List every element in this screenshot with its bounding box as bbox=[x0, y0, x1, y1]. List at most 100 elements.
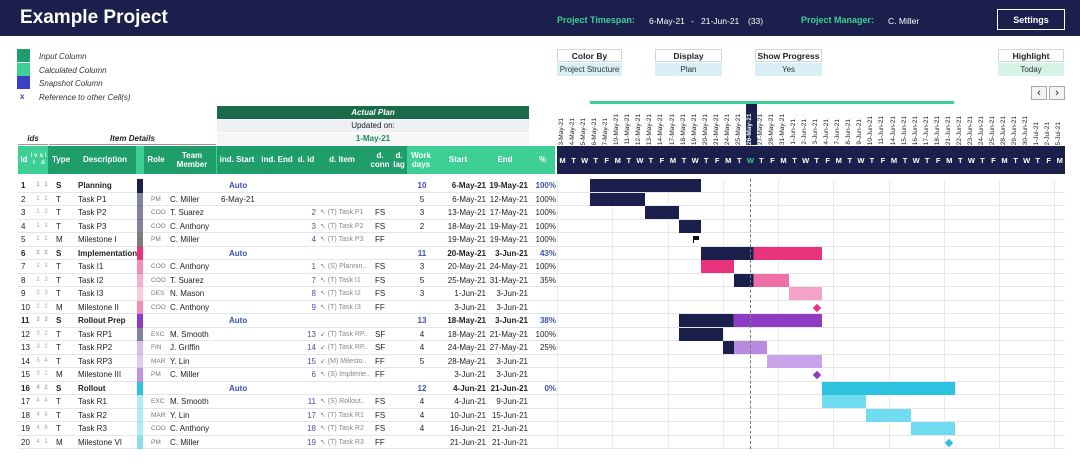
table-row[interactable]: 15 3 1 M Milestone III PM C. Miller 6 ↖ (S) Impl… bbox=[18, 368, 1064, 382]
scroll-right-button[interactable]: › bbox=[1049, 86, 1065, 100]
gantt-date-label: 26-May-21 bbox=[745, 103, 757, 145]
gantt-weekday-label: M bbox=[559, 155, 566, 165]
gantt-bar[interactable] bbox=[590, 192, 646, 206]
cell-type: T bbox=[56, 397, 61, 406]
cell-sid: 2 bbox=[44, 344, 48, 350]
gantt-bar[interactable] bbox=[910, 422, 955, 435]
color-by-select[interactable]: Project Structure bbox=[557, 63, 622, 76]
table-row[interactable]: 9 2 3 T Task I3 DES N. Mason 8 ↖ (T) Task I2 FS 3 1… bbox=[18, 287, 1064, 301]
row-color-strip bbox=[137, 273, 143, 287]
cell-d-lag bbox=[394, 233, 406, 247]
cell-lvl: 1 bbox=[36, 195, 40, 202]
milestone-flag-icon[interactable] bbox=[693, 236, 700, 243]
cell-percent: 100% bbox=[535, 262, 556, 271]
milestone-diamond-icon[interactable] bbox=[945, 438, 954, 447]
table-row[interactable]: 6 2 2 S Implementation Auto 11 20-May-21 3-Jun-2… bbox=[18, 246, 1064, 261]
highlight-select[interactable]: Today bbox=[998, 63, 1064, 76]
cell-type: S bbox=[56, 248, 62, 258]
cell-d-conn: FF bbox=[375, 370, 385, 379]
gantt-bar[interactable] bbox=[645, 206, 679, 219]
gantt-bar[interactable] bbox=[866, 408, 911, 422]
col-end: End bbox=[481, 146, 529, 174]
row-color-strip bbox=[137, 395, 143, 409]
gantt-week-separator bbox=[943, 179, 945, 449]
gantt-bar[interactable] bbox=[678, 219, 701, 233]
gantt-row-line bbox=[557, 353, 1065, 355]
cell-start: 28-May-21 bbox=[447, 356, 486, 366]
row-color-strip bbox=[137, 435, 143, 449]
gantt-weekday-label: T bbox=[924, 155, 930, 165]
gantt-weekday-label: F bbox=[604, 155, 609, 165]
table-row[interactable]: 18 4 6 T Task R2 MAR Y. Lin 17 ↖ (T) Task R1 FS 4 1… bbox=[18, 408, 1064, 423]
gantt-bar[interactable] bbox=[590, 179, 701, 192]
show-progress-select[interactable]: Yes bbox=[755, 63, 822, 76]
table-row[interactable]: 3 1 2 T Task P2 COO T. Suarez 2 ↖ (T) Task P1 FS 3… bbox=[18, 206, 1064, 220]
cell-description: Task RP3 bbox=[78, 356, 113, 366]
gantt-date-label: 1-Jun-21 bbox=[790, 119, 798, 145]
gantt-bar[interactable] bbox=[766, 354, 823, 368]
gantt-date-label: 21-Jun-21 bbox=[944, 115, 952, 145]
cell-d-lag bbox=[394, 220, 406, 234]
cell-id: 5 bbox=[21, 235, 26, 244]
cell-d-id: 17 bbox=[307, 410, 316, 420]
table-row[interactable]: 1 1 1 S Planning Auto 10 6-May-21 19-May-21 100% bbox=[18, 179, 1064, 193]
gantt-weekday-label: F bbox=[825, 155, 830, 165]
milestone-diamond-icon[interactable] bbox=[812, 303, 821, 312]
gantt-bar[interactable] bbox=[678, 327, 723, 341]
gantt-bar[interactable] bbox=[822, 395, 867, 408]
settings-button[interactable]: Settings bbox=[997, 9, 1065, 30]
cell-d-item bbox=[316, 193, 370, 207]
gantt-weekday-label: M bbox=[725, 155, 732, 165]
table-row[interactable]: 14 3 4 T Task RP3 MAR Y. Lin 15 ↙ (M) Milesto.. F… bbox=[18, 354, 1064, 369]
row-color-strip bbox=[137, 287, 143, 301]
table-row[interactable]: 4 1 3 T Task P3 COO C. Anthony 3 ↖ (T) Task P2 FS… bbox=[18, 219, 1064, 234]
cell-lvl: 4 bbox=[36, 425, 40, 431]
table-row[interactable]: 7 2 3 T Task I1 COO C. Anthony 1 ↖ (S) Plannin..… bbox=[18, 260, 1064, 274]
gantt-row-line bbox=[557, 326, 1065, 328]
table-row[interactable]: 16 4 2 S Rollout Auto 12 4-Jun-21 21-Jun-21 0% bbox=[18, 381, 1064, 396]
cell-d-id: 2 bbox=[311, 208, 316, 217]
cell-id: 14 bbox=[21, 356, 30, 366]
gantt-date-label: 6-May-21 bbox=[591, 117, 599, 145]
cell-end: 12-May-21 bbox=[489, 194, 528, 204]
table-row[interactable]: 20 4 1 M Milestone VI PM C. Miller 19 ↖ (T) Task… bbox=[18, 435, 1064, 450]
cell-start: 18-May-21 bbox=[447, 329, 486, 339]
cell-team-member: C. Miller bbox=[170, 235, 200, 244]
cell-ind-end bbox=[261, 341, 299, 355]
gantt-bar[interactable] bbox=[700, 260, 734, 273]
gantt-date-label: 7-May-21 bbox=[602, 117, 610, 145]
cell-ind-end bbox=[261, 409, 299, 423]
table-row[interactable]: 13 3 2 T Task RP2 FIN J. Griffin 14 ↙ (T) Task R… bbox=[18, 341, 1064, 355]
table-row[interactable]: 10 2 2 M Milestone II COO C. Anthony 9 ↖ (T) Tas… bbox=[18, 300, 1064, 314]
scroll-left-button[interactable]: ‹ bbox=[1031, 86, 1047, 100]
gantt-date-label: 27-May-21 bbox=[756, 113, 764, 145]
table-row[interactable]: 12 3 2 T Task RP1 EXC M. Smooth 13 ↙ (T) Task RP… bbox=[18, 327, 1064, 341]
cell-percent bbox=[532, 355, 556, 369]
table-row[interactable]: 11 3 3 S Rollout Prep Auto 13 18-May-21 3-Jun-21… bbox=[18, 314, 1064, 328]
table-row[interactable]: 8 2 3 T Task I2 COO T. Suarez 7 ↖ (T) Task I1 FS 5… bbox=[18, 273, 1064, 287]
gantt-bar[interactable] bbox=[722, 341, 767, 354]
gantt-bar[interactable] bbox=[678, 314, 823, 327]
table-row[interactable]: 17 4 4 T Task R1 EXC M. Smooth 11 ↖ (S) Rollout.… bbox=[18, 395, 1064, 409]
gantt-bar[interactable] bbox=[733, 273, 790, 287]
cell-d-id bbox=[302, 382, 316, 396]
ids-group-label: ids bbox=[18, 133, 48, 145]
cell-role: EXC bbox=[151, 398, 165, 405]
cell-d-lag bbox=[394, 206, 406, 220]
snapshot-column-swatch bbox=[17, 76, 30, 89]
cell-work-days bbox=[416, 436, 428, 450]
cell-sid: 6 bbox=[44, 425, 48, 431]
gantt-bar[interactable] bbox=[700, 246, 823, 260]
cell-description: Task I3 bbox=[78, 289, 104, 298]
cell-end: 3-Jun-21 bbox=[496, 370, 528, 379]
table-row[interactable]: 5 1 1 M Milestone I PM C. Miller 4 ↖ (T) Task P3… bbox=[18, 233, 1064, 247]
table-row[interactable]: 2 1 1 T Task P1 PM C. Miller 6-May-21 5 6-May-21 1… bbox=[18, 192, 1064, 207]
gantt-bar[interactable] bbox=[789, 287, 823, 300]
gantt-bar[interactable] bbox=[822, 381, 955, 395]
cell-ind-start: Auto bbox=[229, 316, 248, 325]
table-row[interactable]: 19 4 6 T Task R3 COO C. Anthony 18 ↖ (T) Task R2… bbox=[18, 422, 1064, 436]
milestone-diamond-icon[interactable] bbox=[812, 370, 821, 380]
cell-d-conn bbox=[375, 247, 389, 261]
cell-ind-end bbox=[261, 436, 299, 450]
display-select[interactable]: Plan bbox=[655, 63, 722, 76]
